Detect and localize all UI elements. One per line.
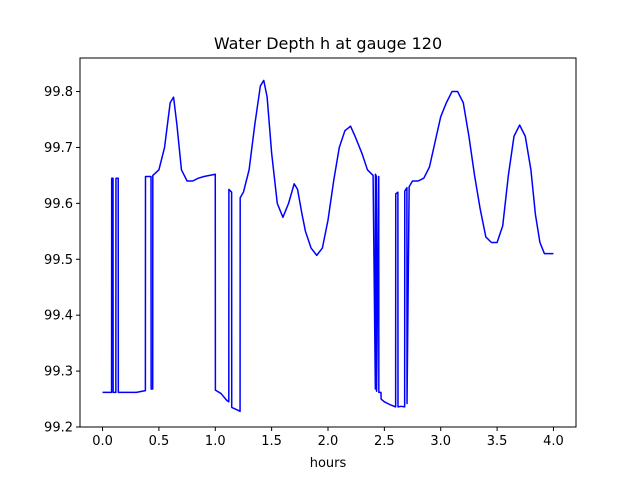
y-tick-label: 99.3 [44, 365, 73, 380]
x-tick-label: 3.0 [430, 434, 451, 449]
x-tick-label: 1.0 [205, 434, 226, 449]
x-axis: 0.0 0.5 1.0 1.5 2.0 2.5 3.0 3.5 4.0 [92, 427, 564, 449]
y-tick-label: 99.6 [44, 197, 73, 212]
x-tick-label: 4.0 [543, 434, 564, 449]
x-tick-label: 3.5 [487, 434, 508, 449]
chart-title: Water Depth h at gauge 120 [214, 34, 442, 53]
x-tick-label: 2.0 [318, 434, 339, 449]
series-line-0 [102, 79, 554, 413]
plot-area [102, 79, 554, 413]
y-tick-label: 99.5 [44, 253, 73, 268]
x-tick-label: 0.0 [92, 434, 113, 449]
x-tick-label: 2.5 [374, 434, 395, 449]
y-tick-label: 99.7 [44, 141, 73, 156]
x-tick-label: 1.5 [261, 434, 282, 449]
x-tick-label: 0.5 [149, 434, 170, 449]
plot-frame [79, 57, 577, 428]
y-tick-label: 99.4 [44, 309, 73, 324]
y-axis: 99.2 99.3 99.4 99.5 99.6 99.7 99.8 [44, 85, 80, 436]
y-tick-label: 99.2 [44, 421, 73, 436]
y-tick-label: 99.8 [44, 85, 73, 100]
x-axis-label: hours [310, 456, 347, 471]
